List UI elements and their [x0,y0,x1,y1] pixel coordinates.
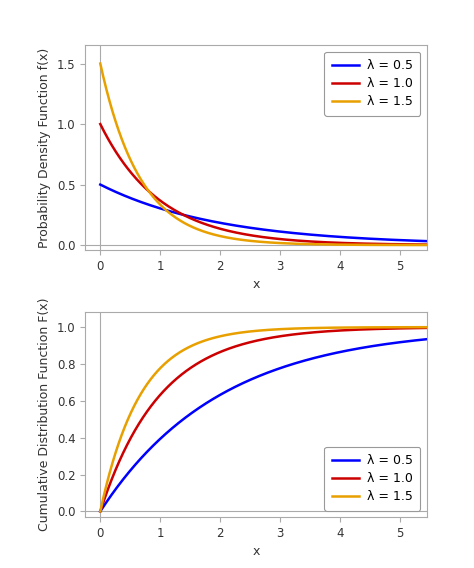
λ = 1.5 [98,508,103,515]
λ = 1.5 [382,324,388,331]
λ = 1.0 [223,227,228,233]
λ = 0.5 [417,336,423,343]
Y-axis label: Cumulative Distribution Function F(x): Cumulative Distribution Function F(x) [38,298,51,532]
λ = 1.0 [154,195,160,202]
λ = 1.5 [135,170,140,177]
λ = 0.5 [154,438,160,445]
λ = 1.0 [135,423,140,429]
λ = 1.0 [223,346,228,353]
λ = 0.5 [237,223,242,229]
λ = 1.0 [382,241,388,248]
λ = 0.5 [98,181,103,188]
λ = 1.0 [382,325,388,332]
λ = 0.5 [382,236,388,243]
λ = 1.5 [135,396,140,403]
λ = 1.0 [154,395,160,402]
Line: λ = 1.0: λ = 1.0 [100,328,427,511]
λ = 1.5 [237,236,242,243]
Line: λ = 1.5: λ = 1.5 [100,64,427,245]
λ = 1.0 [417,324,423,331]
λ = 0.5 [417,237,423,244]
Legend: λ = 0.5, λ = 1.0, λ = 1.5: λ = 0.5, λ = 1.0, λ = 1.5 [324,446,420,511]
Line: λ = 0.5: λ = 0.5 [100,339,427,511]
λ = 1.5 [424,241,429,248]
λ = 1.5 [382,241,388,248]
λ = 1.0 [424,241,429,248]
Line: λ = 0.5: λ = 0.5 [100,185,427,241]
λ = 0.5 [98,508,103,515]
λ = 1.5 [417,324,423,331]
Legend: λ = 0.5, λ = 1.0, λ = 1.5: λ = 0.5, λ = 1.0, λ = 1.5 [324,52,420,116]
λ = 0.5 [424,237,429,244]
λ = 0.5 [382,341,388,348]
Y-axis label: Probability Density Function f(x): Probability Density Function f(x) [38,48,51,248]
Line: λ = 1.5: λ = 1.5 [100,327,427,511]
λ = 1.5 [237,329,242,336]
λ = 1.0 [237,342,242,349]
λ = 1.0 [237,230,242,237]
λ = 1.5 [98,60,103,67]
λ = 1.0 [424,324,429,331]
λ = 0.5 [223,389,228,395]
λ = 1.0 [135,177,140,183]
λ = 1.5 [424,324,429,331]
λ = 0.5 [237,381,242,388]
λ = 0.5 [424,336,429,343]
λ = 1.5 [154,198,160,204]
λ = 1.5 [417,241,423,248]
λ = 0.5 [223,220,228,227]
λ = 1.5 [223,332,228,339]
λ = 1.0 [98,120,103,127]
λ = 1.0 [417,241,423,248]
X-axis label: x: x [252,278,260,291]
λ = 0.5 [135,197,140,204]
λ = 0.5 [154,204,160,211]
Line: λ = 1.0: λ = 1.0 [100,124,427,245]
X-axis label: x: x [252,545,260,558]
λ = 1.5 [154,369,160,375]
λ = 0.5 [135,459,140,466]
λ = 1.5 [223,234,228,241]
λ = 1.0 [98,508,103,515]
